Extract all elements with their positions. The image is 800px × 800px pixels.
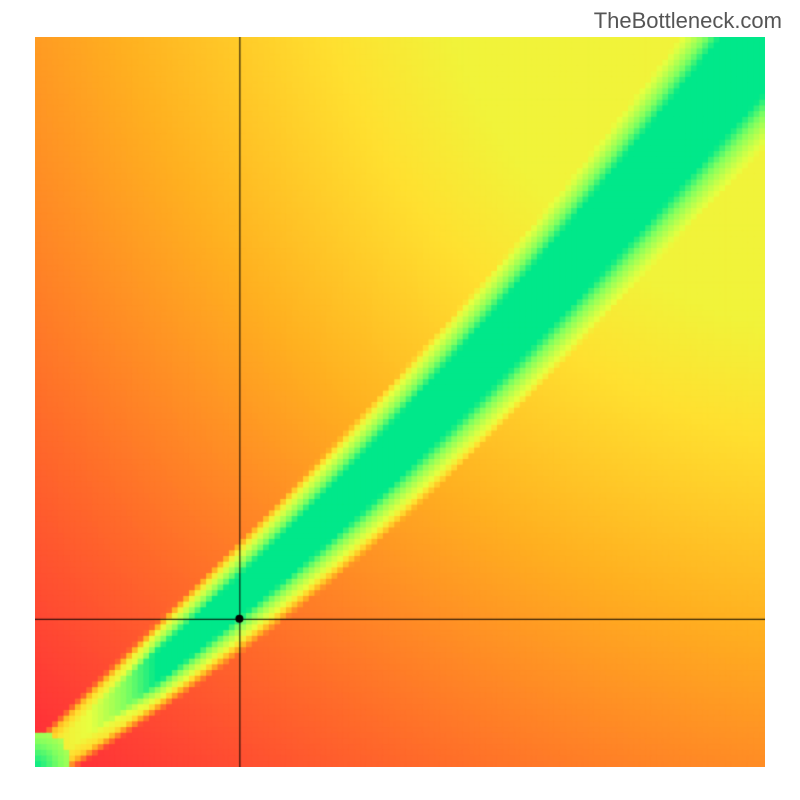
watermark-text: TheBottleneck.com — [594, 8, 782, 34]
bottleneck-heatmap — [35, 37, 765, 767]
